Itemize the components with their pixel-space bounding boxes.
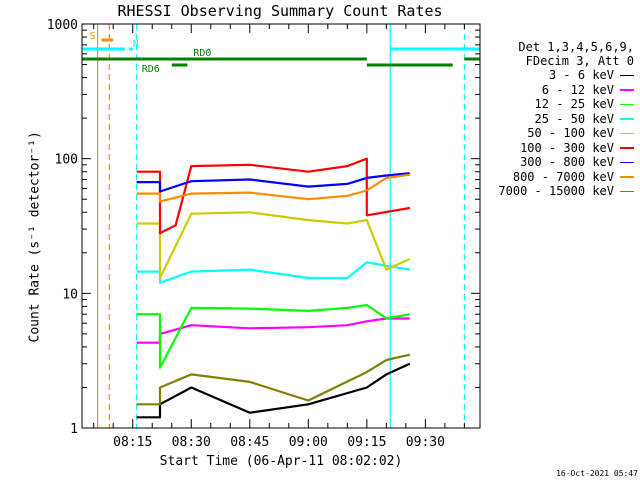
x-tick-label-5: 09:30 <box>406 435 445 450</box>
legend-entry-label: 50 - 100 keV <box>527 126 614 141</box>
legend-entry: 300 - 800 keV <box>484 155 634 170</box>
series-line-4 <box>136 211 411 280</box>
series-line-1 <box>136 317 410 344</box>
legend-swatch <box>620 176 634 178</box>
legend: Det 1,3,4,5,6,9, FDecim 3, Att 0 3 - 6 k… <box>484 40 634 199</box>
legend-swatch <box>620 132 634 134</box>
state-bar-label-N: N <box>133 39 139 50</box>
series-line-6 <box>136 172 410 193</box>
x-tick-label-1: 08:30 <box>172 435 211 450</box>
legend-entry: 50 - 100 keV <box>484 126 634 141</box>
legend-entry: 100 - 300 keV <box>484 141 634 156</box>
legend-entry: 25 - 50 keV <box>484 112 634 127</box>
x-tick-label-4: 09:15 <box>347 435 386 450</box>
legend-entry-label: 25 - 50 keV <box>534 111 614 126</box>
legend-header-line-2: FDecim 3, Att 0 <box>525 54 634 68</box>
legend-entry-label: 300 - 800 keV <box>520 155 614 170</box>
legend-swatch <box>620 161 634 163</box>
legend-entry: 800 - 7000 keV <box>484 170 634 185</box>
legend-entry: 7000 - 15000 keV <box>484 184 634 199</box>
legend-swatch <box>620 118 634 120</box>
legend-entry: 6 - 12 keV <box>484 83 634 98</box>
y-tick-label-3: 1000 <box>47 18 78 33</box>
y-tick-label-0: 1 <box>70 422 78 437</box>
series-line-0 <box>136 362 411 419</box>
legend-entry: 12 - 25 keV <box>484 97 634 112</box>
series-line-3 <box>136 261 410 284</box>
legend-entry-label: 12 - 25 keV <box>534 97 614 112</box>
legend-entry-label: 7000 - 15000 keV <box>498 184 614 199</box>
x-tick-label-2: 08:45 <box>230 435 269 450</box>
plot-frame <box>81 23 481 429</box>
legend-entry: 3 - 6 keV <box>484 68 634 83</box>
legend-swatch <box>620 103 634 105</box>
legend-swatch <box>620 89 634 91</box>
legend-swatch <box>620 74 634 76</box>
y-tick-label-2: 100 <box>55 153 78 168</box>
x-tick-label-3: 09:00 <box>289 435 328 450</box>
state-bar-label-S: S <box>90 31 96 42</box>
legend-entry-label: 6 - 12 keV <box>541 82 614 97</box>
generated-timestamp: 16-Oct-2021 05:47 <box>556 469 638 478</box>
y-tick-label-1: 10 <box>62 287 78 302</box>
legend-header-line-1: Det 1,3,4,5,6,9, <box>518 40 634 54</box>
series-line-8 <box>136 353 411 406</box>
x-axis-label: Start Time (06-Apr-11 08:02:02) <box>159 454 403 469</box>
legend-swatch <box>620 190 634 192</box>
state-bar-label-RD0: RD0 <box>193 48 211 59</box>
chart-title: RHESSI Observing Summary Count Rates <box>117 2 443 20</box>
legend-entry-label: 3 - 6 keV <box>548 68 614 83</box>
y-axis-label: Count Rate (s⁻¹ detector⁻¹) <box>27 131 43 343</box>
x-tick-label-0: 08:15 <box>113 435 152 450</box>
legend-entry-label: 100 - 300 keV <box>520 140 614 155</box>
legend-swatch <box>620 147 634 149</box>
series-line-7 <box>136 173 410 203</box>
series-line-2 <box>136 303 410 369</box>
state-bar-label-RD6: RD6 <box>142 64 160 75</box>
legend-entry-label: 800 - 7000 keV <box>512 169 614 184</box>
